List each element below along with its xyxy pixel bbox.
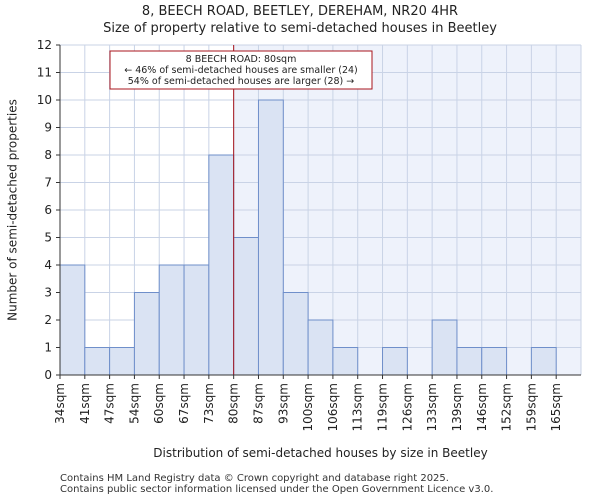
annotation-line: 54% of semi-detached houses are larger (… <box>128 76 355 87</box>
annotation-box <box>109 50 373 90</box>
chart-subtitle: Size of property relative to semi-detach… <box>103 21 497 36</box>
histogram-bar <box>183 264 210 376</box>
x-axis-label: Distribution of semi-detached houses by … <box>153 446 487 460</box>
x-tick-label: 54sqm <box>127 383 141 424</box>
histogram-bar <box>109 347 135 376</box>
footer-copyright: Contains HM Land Registry data © Crown c… <box>60 473 449 484</box>
histogram-bar <box>307 319 334 376</box>
y-tick-label: 3 <box>44 286 52 300</box>
histogram-bar <box>332 347 359 376</box>
footer-licence: Contains public sector information licen… <box>60 484 494 495</box>
y-tick-label: 6 <box>44 203 52 217</box>
y-tick-label: 7 <box>44 176 52 190</box>
y-tick-label: 8 <box>44 148 52 162</box>
y-axis-label: Number of semi-detached properties <box>6 99 20 321</box>
histogram-bar <box>530 347 557 376</box>
y-tick-label: 4 <box>44 258 52 272</box>
histogram-bar <box>133 292 160 376</box>
x-tick-label: 80sqm <box>227 383 241 424</box>
x-tick-label: 87sqm <box>251 383 265 424</box>
histogram-bar <box>84 347 111 376</box>
x-tick-label: 165sqm <box>549 383 563 431</box>
y-tick-label: 2 <box>44 313 52 327</box>
x-tick-label: 34sqm <box>53 383 67 424</box>
y-tick-label: 12 <box>37 38 52 52</box>
histogram-bar <box>382 347 408 376</box>
x-tick-label: 133sqm <box>425 383 439 431</box>
x-tick-label: 139sqm <box>450 383 464 431</box>
x-tick-label: 119sqm <box>376 383 390 431</box>
histogram-bar <box>158 264 185 376</box>
x-tick-label: 60sqm <box>152 383 166 424</box>
x-tick-label: 152sqm <box>500 383 514 431</box>
chart-title-address: 8, BEECH ROAD, BEETLEY, DEREHAM, NR20 4H… <box>141 4 459 19</box>
histogram-bar <box>481 347 508 376</box>
y-tick-label: 5 <box>44 231 52 245</box>
histogram-bar <box>456 347 483 376</box>
x-tick-label: 73sqm <box>202 383 216 424</box>
histogram-bar <box>257 99 284 376</box>
x-tick-label: 41sqm <box>78 383 92 424</box>
x-tick-label: 47sqm <box>103 383 117 424</box>
annotation-line: ← 46% of semi-detached houses are smalle… <box>124 65 358 76</box>
histogram-bar <box>431 319 458 376</box>
x-tick-label: 113sqm <box>351 383 365 431</box>
histogram-bar <box>233 237 259 376</box>
y-tick-label: 11 <box>37 66 52 80</box>
x-tick-label: 67sqm <box>177 383 191 424</box>
y-tick-label: 9 <box>44 121 52 135</box>
x-tick-label: 146sqm <box>475 383 489 431</box>
y-tick-label: 10 <box>37 93 52 107</box>
histogram-bar <box>282 292 309 376</box>
y-tick-label: 1 <box>44 341 52 355</box>
x-tick-label: 100sqm <box>301 383 315 431</box>
y-tick-label: 0 <box>44 368 52 382</box>
histogram-bar <box>208 154 235 376</box>
annotation-line: 8 BEECH ROAD: 80sqm <box>186 54 297 65</box>
x-tick-label: 126sqm <box>400 383 414 431</box>
x-tick-label: 159sqm <box>524 383 538 431</box>
x-tick-label: 93sqm <box>276 383 290 424</box>
x-tick-label: 106sqm <box>326 383 340 431</box>
histogram-bar <box>59 264 86 376</box>
